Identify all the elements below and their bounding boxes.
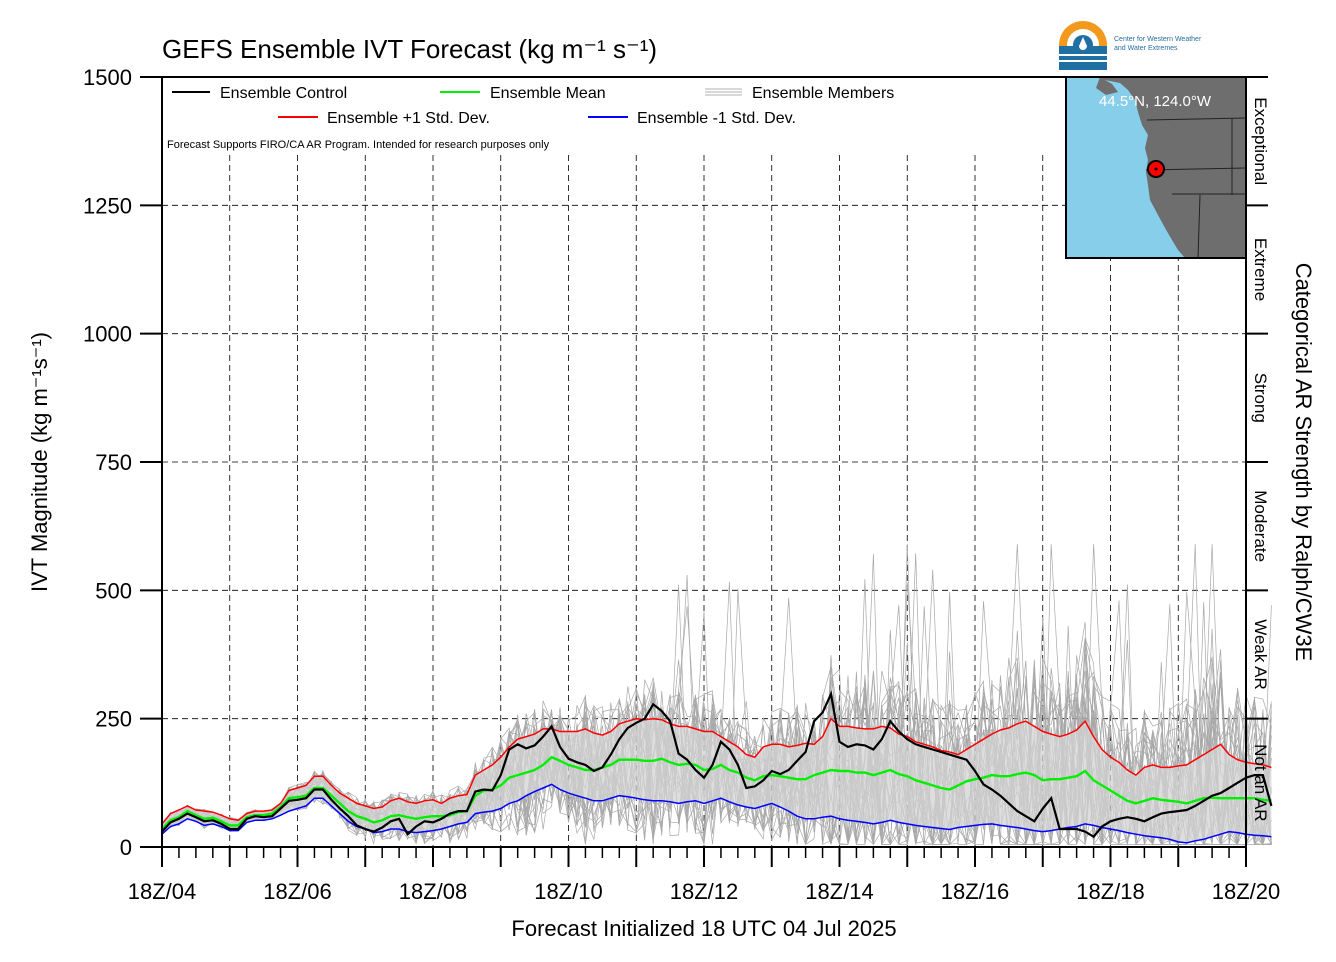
y-axis: 0 250 500 750 1000 1250 1500 (83, 65, 162, 860)
inset-map: 44.5°N, 124.0°W (1065, 76, 1247, 259)
ensemble-mean-line (161, 755, 1272, 830)
category-label: Not an AR (1251, 744, 1270, 822)
x-tick-label: 18Z/08 (399, 879, 468, 904)
x-tick-label: 18Z/20 (1212, 879, 1281, 904)
category-axis-title: Categorical AR Strength by Ralph/CW3E (1291, 263, 1316, 662)
legend: Ensemble Control Ensemble Mean Ensemble … (167, 85, 894, 151)
x-tick-label: 18Z/06 (263, 879, 332, 904)
ensemble-member-line (161, 600, 1272, 846)
category-label: Moderate (1251, 490, 1270, 562)
ar-category-axis: Not an AR Weak AR Moderate Strong Extreme Exc… (1246, 76, 1270, 822)
land-mass (1098, 77, 1246, 258)
x-tick-label: 18Z/10 (534, 879, 603, 904)
plus-std-dev-line (161, 717, 1272, 825)
y-tick-label: 1000 (83, 322, 132, 347)
x-tick-label: 18Z/04 (128, 879, 197, 904)
x-axis-title: Forecast Initialized 18 UTC 04 Jul 2025 (511, 916, 896, 941)
legend-minus: Ensemble -1 Std. Dev. (637, 110, 796, 127)
legend-mean: Ensemble Mean (490, 85, 606, 102)
research-note: Forecast Supports FIRO/CA AR Program. In… (167, 139, 550, 151)
logo-line-2: and Water Extremes (1114, 45, 1178, 52)
grid (162, 155, 1246, 847)
category-label: Extreme (1251, 238, 1270, 301)
category-label: Weak AR (1251, 619, 1270, 690)
category-label: Exceptional (1251, 97, 1270, 185)
legend-plus: Ensemble +1 Std. Dev. (327, 110, 490, 127)
x-tick-label: 18Z/18 (1076, 879, 1145, 904)
y-tick-label: 500 (95, 578, 132, 603)
ensemble-control-line (161, 690, 1273, 839)
y-tick-label: 750 (95, 450, 132, 475)
x-tick-label: 18Z/12 (670, 879, 739, 904)
cw3e-logo: Center for Western Weather and Water Ext… (1059, 21, 1202, 70)
inset-location-label: 44.5°N, 124.0°W (1099, 93, 1212, 110)
y-axis-title: IVT Magnitude (kg m⁻¹s⁻¹) (27, 332, 52, 592)
y-tick-label: 0 (120, 835, 132, 860)
x-tick-label: 18Z/16 (941, 879, 1010, 904)
legend-members: Ensemble Members (752, 85, 894, 102)
y-tick-label: 250 (95, 707, 132, 732)
chart-title: GEFS Ensemble IVT Forecast (kg m⁻¹ s⁻¹) (162, 34, 657, 64)
y-tick-label: 1500 (83, 65, 132, 90)
category-label: Strong (1251, 373, 1270, 423)
y-tick-label: 1250 (83, 193, 132, 218)
logo-line-1: Center for Western Weather (1114, 36, 1202, 43)
x-axis: 18Z/04 18Z/06 18Z/08 18Z/10 18Z/12 18Z/14 18Z/… (128, 847, 1281, 904)
x-tick-label: 18Z/14 (805, 879, 874, 904)
legend-control: Ensemble Control (220, 85, 347, 102)
std-dev-band (162, 718, 1272, 843)
minus-std-dev-line (161, 783, 1272, 844)
